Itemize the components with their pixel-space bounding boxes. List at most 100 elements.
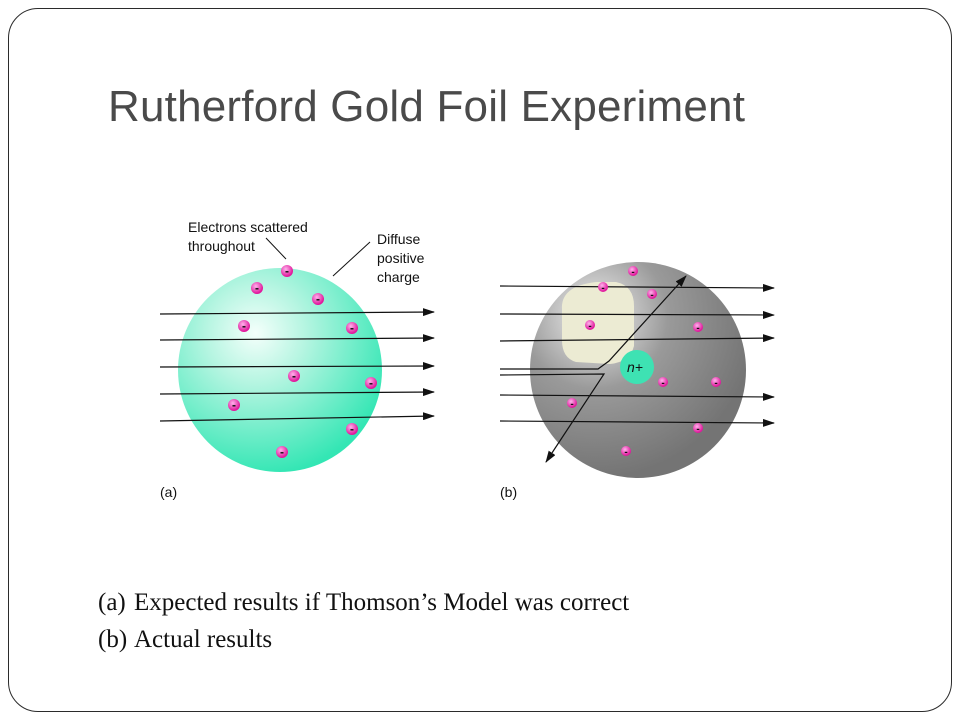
electron: - xyxy=(228,398,240,412)
electron-charge-symbol: - xyxy=(661,378,664,389)
alpha-path xyxy=(499,334,775,343)
alpha-path xyxy=(499,283,775,292)
alpha-path xyxy=(499,418,775,427)
electron-dot xyxy=(598,282,608,292)
caption-text: Actual results xyxy=(134,625,273,653)
electron-dot xyxy=(346,322,358,334)
caption-text: Expected results if Thomson’s Model was … xyxy=(134,588,630,616)
alpha-paths-b xyxy=(499,275,775,463)
caption-list: (a) Expected results if Thomson’s Model … xyxy=(98,584,629,658)
alpha-path xyxy=(159,388,435,397)
electron-dot xyxy=(276,446,288,458)
electron-charge-symbol: - xyxy=(255,281,259,295)
electron-leader-line xyxy=(265,237,287,260)
electron: - xyxy=(621,446,631,458)
slide-frame xyxy=(8,8,952,712)
electron: - xyxy=(346,422,358,436)
electron-charge-symbol: - xyxy=(285,264,289,278)
electron-charge-symbol: - xyxy=(242,319,246,333)
electron: - xyxy=(346,321,358,335)
electron-dot xyxy=(365,377,377,389)
electron: - xyxy=(628,266,638,278)
caption-marker: (a) xyxy=(98,588,126,616)
electron-charge-symbol: - xyxy=(369,376,373,390)
electron-charge-symbol: - xyxy=(350,321,354,335)
caption-marker: (b) xyxy=(98,625,128,653)
electron-dot xyxy=(281,265,293,277)
electrons-annotation-line1: Electrons scattered xyxy=(188,219,308,235)
electron-dot xyxy=(585,320,595,330)
electron-charge-symbol: - xyxy=(316,292,320,306)
electron-charge-symbol: - xyxy=(650,290,653,301)
diffuse-positive-sphere xyxy=(178,268,382,472)
electron-dot xyxy=(288,370,300,382)
electron-charge-symbol: - xyxy=(696,323,699,334)
electron-charge-symbol: - xyxy=(624,447,627,458)
electron-dot xyxy=(693,423,703,433)
charge-annotation-line2: positive xyxy=(377,250,425,266)
electron-dot xyxy=(628,266,638,276)
nucleus-label: n+ xyxy=(627,359,643,375)
electron-dot xyxy=(312,293,324,305)
electron-dot xyxy=(346,423,358,435)
electron-dot xyxy=(567,398,577,408)
electron: - xyxy=(281,264,293,278)
electron-dot xyxy=(251,282,263,294)
charge-annotation-line3: charge xyxy=(377,269,420,285)
alpha-path xyxy=(159,362,435,371)
electron: - xyxy=(365,376,377,390)
electron: - xyxy=(711,377,721,389)
electron-charge-symbol: - xyxy=(232,398,236,412)
electron-dot xyxy=(621,446,631,456)
nucleus xyxy=(620,350,654,384)
electron-dot xyxy=(228,399,240,411)
alpha-path xyxy=(159,412,435,422)
backscattered-alpha-path xyxy=(499,373,606,463)
caption-item: (b) Actual results xyxy=(98,621,629,658)
electron: - xyxy=(647,289,657,301)
electron-charge-symbol: - xyxy=(570,399,573,410)
electron-dot xyxy=(658,377,668,387)
electron: - xyxy=(312,292,324,306)
electron: - xyxy=(693,322,703,334)
electron-charge-symbol: - xyxy=(714,378,717,389)
panel-a: - - - - - - - - - - Electrons scattered throughou… xyxy=(159,219,435,500)
electrons-a: - - - - - - - - - - xyxy=(228,264,377,459)
panel-b: n+ - - - - - - - - - - (b) xyxy=(499,262,775,500)
electron: - xyxy=(288,369,300,383)
charge-annotation-line1: Diffuse xyxy=(377,231,421,247)
deflected-alpha-path xyxy=(500,275,687,370)
electron-charge-symbol: - xyxy=(292,369,296,383)
electron-dot xyxy=(693,322,703,332)
slide-title: Rutherford Gold Foil Experiment xyxy=(108,82,746,131)
electron: - xyxy=(238,319,250,333)
electron: - xyxy=(658,377,668,389)
electron-dot xyxy=(711,377,721,387)
panel-a-label: (a) xyxy=(160,484,177,500)
alpha-path xyxy=(499,392,775,401)
electron-charge-symbol: - xyxy=(601,283,604,294)
electrons-annotation-line2: throughout xyxy=(188,238,255,254)
electron-charge-symbol: - xyxy=(631,267,634,278)
electron-charge-symbol: - xyxy=(696,424,699,435)
electron: - xyxy=(585,320,595,332)
electron-charge-symbol: - xyxy=(350,422,354,436)
electron: - xyxy=(567,398,577,410)
electron: - xyxy=(693,423,703,435)
caption-item: (a) Expected results if Thomson’s Model … xyxy=(98,584,629,621)
electron-dot xyxy=(647,289,657,299)
highlight-region xyxy=(561,282,634,364)
electrons-b: - - - - - - - - - - xyxy=(567,266,721,458)
electron: - xyxy=(598,282,608,294)
electron-dot xyxy=(238,320,250,332)
electron: - xyxy=(251,281,263,295)
charge-leader-line xyxy=(332,241,371,277)
electron: - xyxy=(276,445,288,459)
alpha-path xyxy=(499,310,775,319)
alpha-paths-a xyxy=(159,308,435,422)
electron-charge-symbol: - xyxy=(280,445,284,459)
electron-charge-symbol: - xyxy=(588,321,591,332)
alpha-path xyxy=(159,308,435,317)
alpha-path xyxy=(159,334,435,343)
